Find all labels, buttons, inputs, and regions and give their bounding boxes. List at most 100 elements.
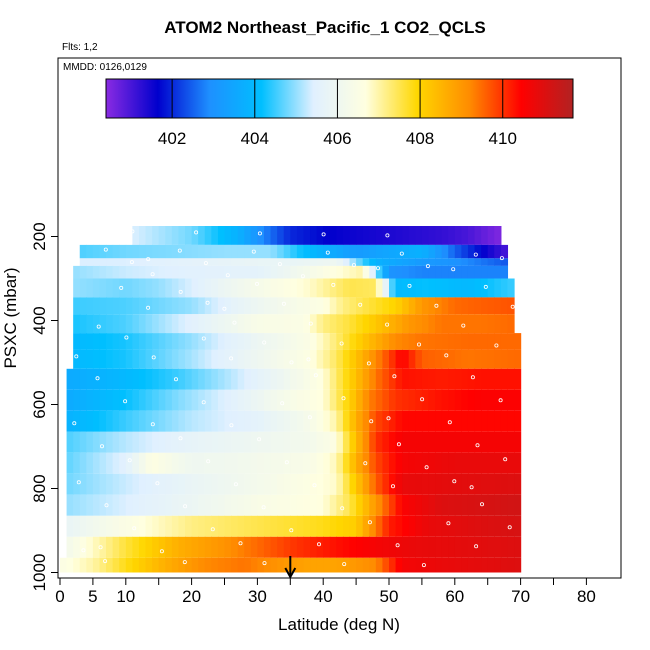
heatmap-cell (257, 258, 265, 266)
heatmap-cell (158, 452, 166, 474)
heatmap-cell (415, 349, 423, 369)
heatmap-cell (395, 452, 403, 474)
heatmap-cell (441, 333, 449, 350)
heatmap-cell (389, 431, 397, 453)
heatmap-cell (86, 473, 94, 495)
heatmap-cell (224, 536, 232, 558)
heatmap-cell (369, 278, 377, 298)
heatmap-cell (467, 431, 476, 453)
heatmap-cell (514, 473, 522, 495)
heatmap-cell (198, 258, 206, 266)
heatmap-cell (395, 278, 403, 298)
heatmap-cell (60, 557, 68, 573)
heatmap-cell (106, 410, 114, 432)
heatmap-cell (86, 389, 94, 411)
heatmap-cell (283, 258, 291, 266)
heatmap-cell (231, 258, 239, 266)
heatmap-cell (415, 494, 423, 516)
y-tick-label: 800 (30, 474, 49, 502)
heatmap-cell (158, 278, 166, 298)
heatmap-cell (99, 297, 107, 315)
heatmap-cell (342, 515, 351, 537)
heatmap-cell (277, 349, 285, 369)
heatmap-cell (244, 226, 252, 245)
heatmap-cell (158, 557, 166, 573)
sample-dot (210, 527, 215, 532)
heatmap-cell (500, 265, 509, 279)
heatmap-cell (257, 265, 265, 279)
heatmap-cell (132, 515, 140, 537)
heatmap-cell (198, 314, 206, 334)
heatmap-cell (389, 265, 397, 279)
heatmap-cell (454, 314, 462, 334)
heatmap-cell (316, 258, 324, 266)
heatmap-cell (257, 226, 265, 245)
heatmap-cell (494, 297, 502, 315)
heatmap-cell (296, 226, 305, 245)
heatmap-cell (402, 333, 410, 350)
heatmap-cell (356, 244, 364, 259)
heatmap-cell (303, 389, 311, 411)
heatmap-cell (138, 515, 147, 537)
heatmap-cell (204, 557, 212, 573)
heatmap-cell (303, 297, 311, 315)
heatmap-cell (441, 431, 449, 453)
heatmap-cell (329, 536, 337, 558)
heatmap-cell (500, 349, 509, 369)
heatmap-cell (145, 536, 153, 558)
heatmap-cell (152, 452, 160, 474)
heatmap-cell (257, 349, 265, 369)
heatmap-cell (204, 265, 212, 279)
heatmap-cell (112, 278, 120, 298)
heatmap-cell (402, 258, 410, 266)
heatmap-cell (303, 333, 311, 350)
heatmap-cell (375, 410, 384, 432)
heatmap-cell (454, 349, 462, 369)
heatmap-cell (250, 258, 258, 266)
heatmap-cell (448, 452, 456, 474)
heatmap-cell (185, 349, 193, 369)
heatmap-cell (283, 473, 291, 495)
heatmap-cell (494, 314, 502, 334)
heatmap-cell (191, 314, 199, 334)
heatmap-cell (349, 314, 357, 334)
heatmap-cell (125, 349, 133, 369)
heatmap-cell (448, 349, 456, 369)
heatmap-cell (112, 515, 120, 537)
heatmap-cell (454, 536, 462, 558)
sample-dot (123, 399, 128, 404)
heatmap-cell (303, 515, 311, 537)
heatmap-cell (342, 452, 351, 474)
heatmap-cell (487, 265, 495, 279)
heatmap-cell (217, 431, 226, 453)
heatmap-cell (402, 297, 410, 315)
heatmap-cell (448, 297, 456, 315)
heatmap-cell (395, 349, 403, 369)
heatmap-cell (362, 297, 370, 315)
heatmap-cell (500, 333, 509, 350)
heatmap-cell (310, 557, 318, 573)
heatmap-cell (145, 278, 153, 298)
heatmap-cell (474, 349, 482, 369)
heatmap-cell (494, 278, 502, 298)
heatmap-cell (191, 349, 199, 369)
heatmap-cell (323, 258, 331, 266)
heatmap-cell (204, 333, 212, 350)
heatmap-cell (211, 410, 219, 432)
heatmap-cell (421, 452, 430, 474)
heatmap-cell (191, 389, 199, 411)
heatmap-cell (152, 333, 160, 350)
heatmap-cell (237, 226, 245, 245)
heatmap-cell (191, 536, 199, 558)
heatmap-cell (145, 265, 153, 279)
heatmap-cell (421, 515, 430, 537)
heatmap-cell (178, 431, 186, 453)
heatmap-cell (389, 557, 397, 573)
heatmap-cell (349, 557, 357, 573)
heatmap-cell (494, 536, 502, 558)
heatmap-cell (481, 431, 489, 453)
heatmap-cell (296, 258, 305, 266)
heatmap-cell (342, 536, 351, 558)
heatmap-cell (329, 297, 337, 315)
heatmap-cell (316, 278, 324, 298)
